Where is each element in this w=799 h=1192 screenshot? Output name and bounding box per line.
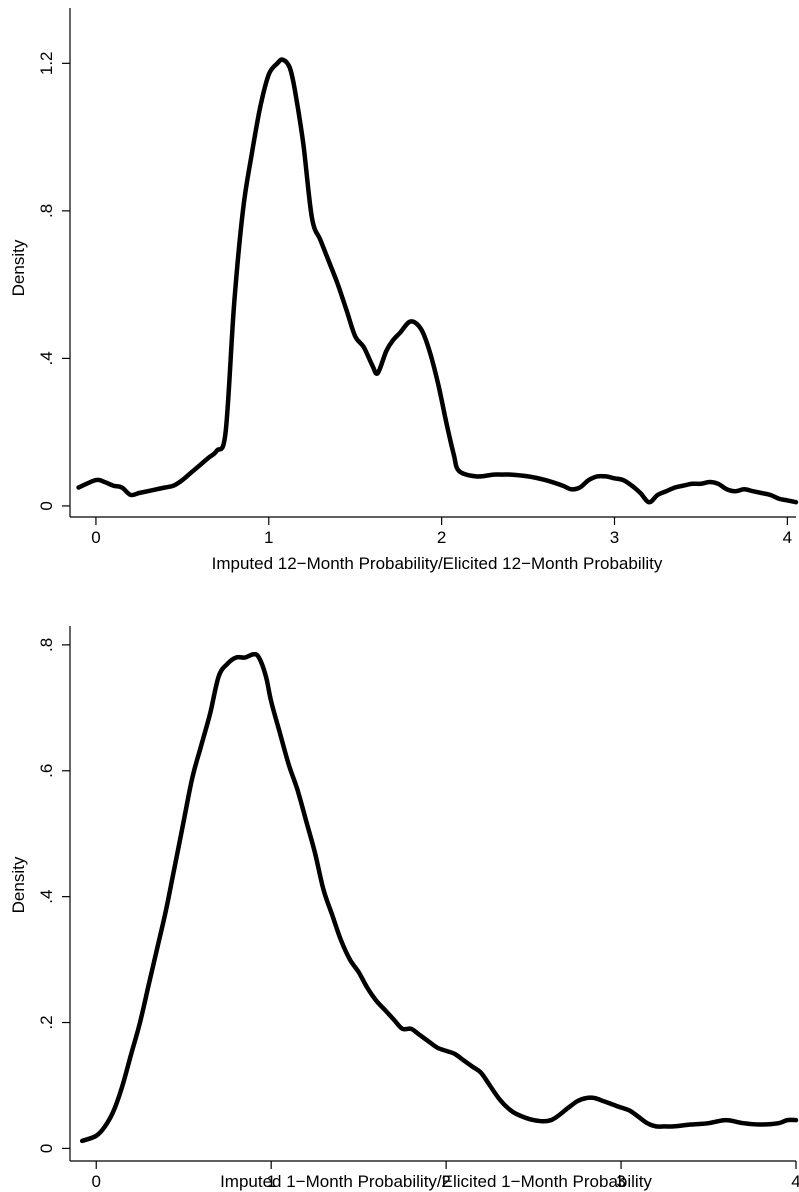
y-axis-title: Density [9,239,28,296]
x-tick-label: 2 [437,528,446,547]
y-ticks: 0 .2 .4 .6 .8 [37,638,70,1153]
y-tick-label: .8 [37,204,56,218]
x-tick-label: 1 [264,528,273,547]
y-axis-title: Density [9,856,28,913]
y-tick-label: 0 [37,501,56,510]
y-tick-label: .8 [37,638,56,652]
x-tick-label: 0 [92,1172,101,1191]
x-axis-title: Imputed 12−Month Probability/Elicited 12… [212,554,663,573]
y-tick-label: .2 [37,1015,56,1029]
x-tick-label: 1 [266,1172,275,1191]
y-ticks: 0 .4 .8 1.2 [37,52,70,511]
x-ticks: 0 1 2 3 4 [91,517,792,547]
y-tick-label: 0 [37,1144,56,1153]
x-tick-label: 4 [791,1172,799,1191]
y-tick-label: .4 [37,351,56,365]
x-axis-title: Imputed 1−Month Probability/Elicited 1−M… [220,1172,652,1191]
density-line-12-month [76,57,799,505]
y-tick-label: .6 [37,764,56,778]
y-tick-label: .4 [37,890,56,904]
density-line-1-month [79,652,799,1144]
chart-panel-12-month: 0 .4 .8 1.2 0 1 2 3 4 Imputed 12−Month Probabil… [9,8,799,573]
x-tick-label: 2 [441,1172,450,1191]
x-tick-label: 0 [91,528,100,547]
x-tick-label: 4 [783,528,792,547]
y-tick-label: 1.2 [37,52,56,76]
x-tick-label: 3 [610,528,619,547]
chart-panel-1-month: 0 .2 .4 .6 .8 0 1 2 3 4 Imputed 1−Month Probabil… [9,626,799,1191]
x-ticks: 0 1 2 3 4 [92,1161,799,1191]
x-tick-label: 3 [616,1172,625,1191]
